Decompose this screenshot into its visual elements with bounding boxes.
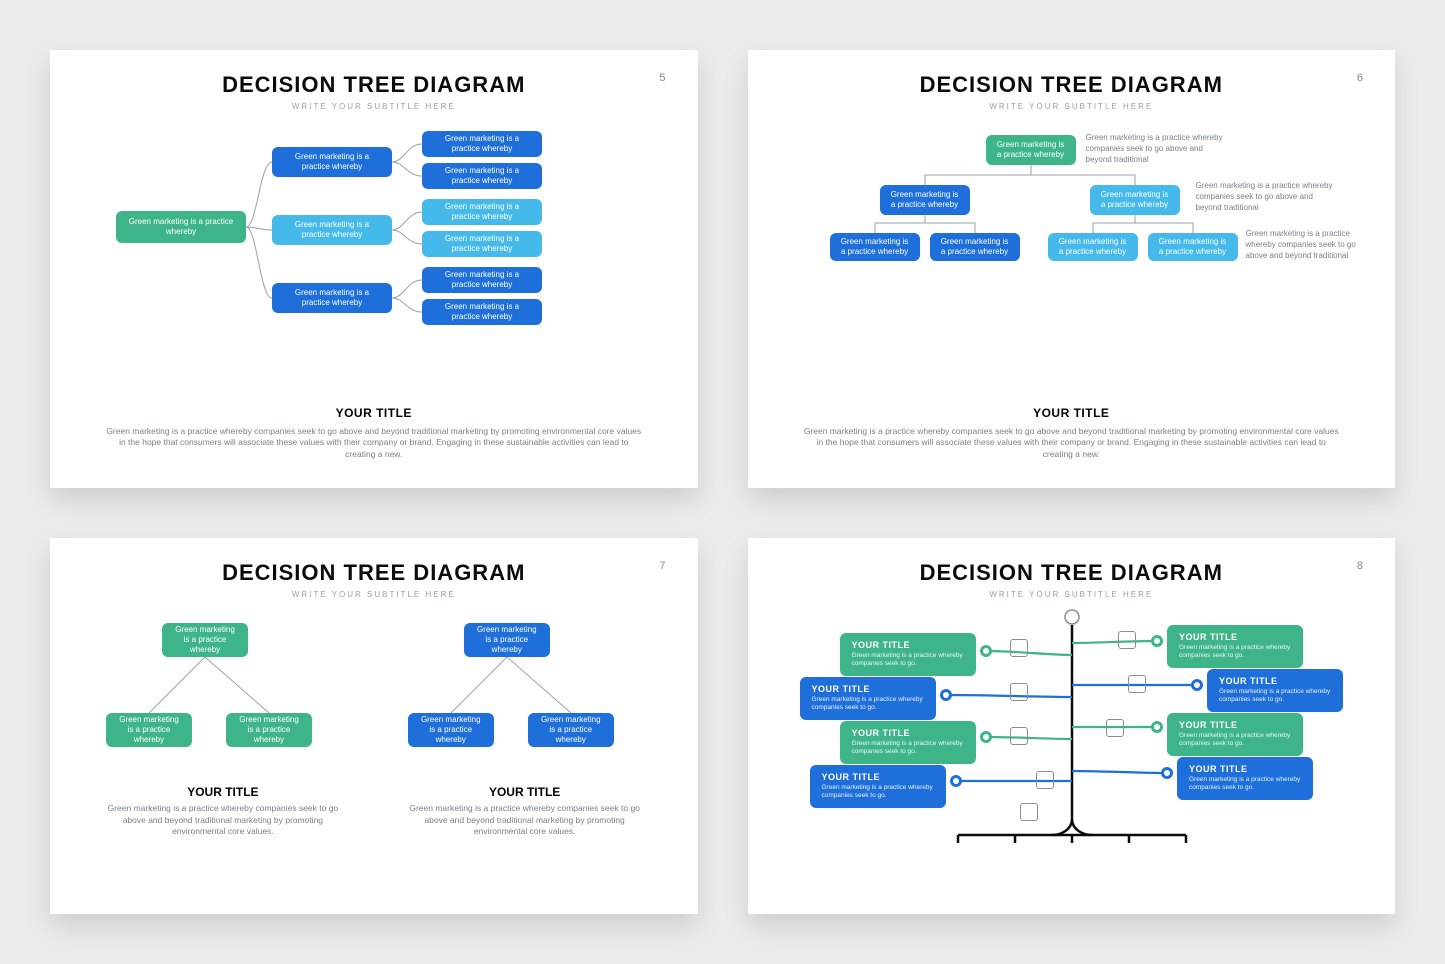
description: Green marketing is a practice whereby co… [780, 426, 1364, 460]
card-title: YOUR TITLE [852, 640, 964, 650]
branch-card: YOUR TITLE Green marketing is a practice … [1177, 757, 1313, 800]
card-text: Green marketing is a practice whereby co… [1179, 644, 1291, 660]
description: Green marketing is a practice whereby co… [384, 803, 666, 837]
card-text: Green marketing is a practice whereby co… [852, 740, 964, 756]
mind-tree-diagram: YOUR TITLE Green marketing is a practice … [780, 607, 1364, 886]
branch-node: Green marketing is a practice whereby [1090, 185, 1180, 215]
branch-card: YOUR TITLE Green marketing is a practice … [840, 633, 976, 676]
right-tree: Green marketing is a practice whereby Gr… [384, 617, 666, 886]
page-number: 7 [659, 560, 665, 572]
card-title: YOUR TITLE [1219, 676, 1331, 686]
section-title: YOUR TITLE [780, 406, 1364, 420]
diagram-icon [1010, 683, 1028, 701]
leaf-node: Green marketing is a practice whereby [422, 299, 542, 325]
node-dot [950, 775, 962, 787]
description: Green marketing is a practice whereby co… [82, 803, 364, 837]
card-title: YOUR TITLE [1179, 632, 1291, 642]
root-node: Green marketing is a practice whereby [116, 211, 246, 243]
card-title: YOUR TITLE [812, 684, 924, 694]
slide-title: DECISION TREE DIAGRAM [82, 72, 666, 98]
branch-card: YOUR TITLE Green marketing is a practice … [1207, 669, 1343, 712]
leaf-node: Green marketing is a practice whereby [422, 163, 542, 189]
leaf-node: Green marketing is a practice whereby [408, 713, 494, 747]
card-text: Green marketing is a practice whereby co… [1179, 732, 1291, 748]
slide-subtitle: WRITE YOUR SUBTITLE HERE [82, 590, 666, 599]
slide-title: DECISION TREE DIAGRAM [82, 560, 666, 586]
leaf-node: Green marketing is a practice whereby [226, 713, 312, 747]
slide-title: DECISION TREE DIAGRAM [780, 72, 1364, 98]
card-text: Green marketing is a practice whereby co… [852, 652, 964, 668]
tree-diagram: Green marketing is a practice whereby Gr… [780, 125, 1364, 394]
page-number: 8 [1357, 560, 1363, 572]
leaf-node: Green marketing is a practice whereby [528, 713, 614, 747]
side-text: Green marketing is a practice whereby co… [1246, 229, 1376, 261]
card-text: Green marketing is a practice whereby co… [822, 784, 934, 800]
diagram-icon [1106, 719, 1124, 737]
card-text: Green marketing is a practice whereby co… [1189, 776, 1301, 792]
mid-node-2: Green marketing is a practice whereby [272, 215, 392, 245]
card-title: YOUR TITLE [852, 728, 964, 738]
page-number: 5 [659, 72, 665, 84]
slide-8: 8 DECISION TREE DIAGRAM WRITE YOUR SUBTI… [748, 538, 1396, 914]
card-title: YOUR TITLE [1189, 764, 1301, 774]
node-dot [980, 731, 992, 743]
page-number: 6 [1357, 72, 1363, 84]
leaf-node: Green marketing is a practice whereby [830, 233, 920, 261]
diagram-icon [1036, 771, 1054, 789]
slide-title: DECISION TREE DIAGRAM [780, 560, 1364, 586]
diagram-icon [1010, 639, 1028, 657]
root-node: Green marketing is a practice whereby [162, 623, 248, 657]
branch-card: YOUR TITLE Green marketing is a practice … [1167, 625, 1303, 668]
branch-node: Green marketing is a practice whereby [880, 185, 970, 215]
leaf-node: Green marketing is a practice whereby [422, 131, 542, 157]
left-tree: Green marketing is a practice whereby Gr… [82, 617, 364, 886]
branch-card: YOUR TITLE Green marketing is a practice … [1167, 713, 1303, 756]
leaf-node: Green marketing is a practice whereby [1048, 233, 1138, 261]
leaf-node: Green marketing is a practice whereby [422, 267, 542, 293]
tree-diagram: Green marketing is a practice whereby Gr… [82, 617, 666, 886]
leaf-node: Green marketing is a practice whereby [422, 199, 542, 225]
side-text: Green marketing is a practice whereby co… [1196, 181, 1336, 213]
root-node: Green marketing is a practice whereby [464, 623, 550, 657]
node-dot [980, 645, 992, 657]
branch-card: YOUR TITLE Green marketing is a practice … [840, 721, 976, 764]
slide-subtitle: WRITE YOUR SUBTITLE HERE [780, 102, 1364, 111]
tree-diagram: Green marketing is a practice whereby Gr… [82, 125, 666, 394]
slide-7: 7 DECISION TREE DIAGRAM WRITE YOUR SUBTI… [50, 538, 698, 914]
diagram-icon [1010, 727, 1028, 745]
section-title: YOUR TITLE [384, 785, 666, 799]
mid-node-1: Green marketing is a practice whereby [272, 147, 392, 177]
node-dot [940, 689, 952, 701]
card-text: Green marketing is a practice whereby co… [1219, 688, 1331, 704]
section-title: YOUR TITLE [82, 785, 364, 799]
slide-subtitle: WRITE YOUR SUBTITLE HERE [780, 590, 1364, 599]
root-node: Green marketing is a practice whereby [986, 135, 1076, 165]
leaf-node: Green marketing is a practice whereby [106, 713, 192, 747]
section-title: YOUR TITLE [82, 406, 666, 420]
mid-node-3: Green marketing is a practice whereby [272, 283, 392, 313]
leaf-node: Green marketing is a practice whereby [422, 231, 542, 257]
card-text: Green marketing is a practice whereby co… [812, 696, 924, 712]
slide-5: 5 DECISION TREE DIAGRAM WRITE YOUR SUBTI… [50, 50, 698, 488]
diagram-icon [1118, 631, 1136, 649]
card-title: YOUR TITLE [1179, 720, 1291, 730]
side-text: Green marketing is a practice whereby co… [1086, 133, 1226, 165]
diagram-icon [1128, 675, 1146, 693]
slide-6: 6 DECISION TREE DIAGRAM WRITE YOUR SUBTI… [748, 50, 1396, 488]
leaf-node: Green marketing is a practice whereby [1148, 233, 1238, 261]
branch-card: YOUR TITLE Green marketing is a practice … [810, 765, 946, 808]
slide-subtitle: WRITE YOUR SUBTITLE HERE [82, 102, 666, 111]
diagram-icon [1020, 803, 1038, 821]
branch-card: YOUR TITLE Green marketing is a practice … [800, 677, 936, 720]
leaf-node: Green marketing is a practice whereby [930, 233, 1020, 261]
description: Green marketing is a practice whereby co… [82, 426, 666, 460]
card-title: YOUR TITLE [822, 772, 934, 782]
